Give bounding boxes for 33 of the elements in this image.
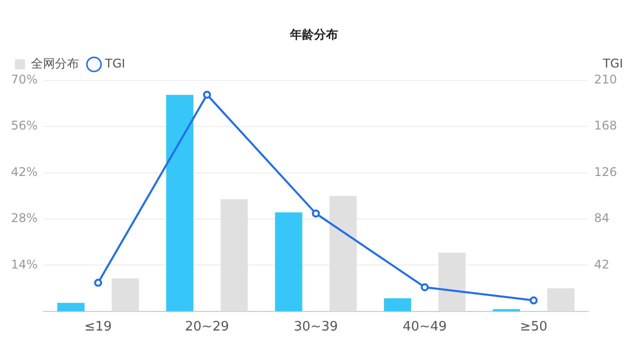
y-tick-label: 42% [11, 164, 38, 179]
bar [438, 252, 466, 312]
x-tick-label: 40~49 [402, 320, 447, 335]
bar [112, 278, 139, 312]
bar [166, 94, 194, 312]
y2-tick-label: 210 [594, 72, 617, 87]
point [420, 283, 429, 292]
chart-title: 年龄分布 [289, 27, 338, 42]
bar [220, 199, 248, 312]
y2-tick-label: 126 [594, 164, 617, 179]
y2-tick-label: 42 [594, 257, 610, 272]
point [530, 296, 538, 304]
bar [384, 298, 412, 312]
bar [57, 302, 85, 312]
y-tick-label: 14% [11, 257, 38, 272]
y2-tick-label: 84 [594, 211, 610, 226]
legend-label: 全网分布 [31, 56, 79, 71]
point [203, 90, 211, 99]
bar [547, 288, 574, 312]
y-tick-label: 28% [11, 211, 38, 226]
y-tick-label: 70% [11, 72, 38, 87]
y2-tick-label: 168 [594, 118, 617, 133]
x-tick-label: ≤19 [84, 320, 112, 335]
bar [275, 212, 302, 312]
x-tick-label: ≥50 [520, 320, 548, 335]
x-tick-label: 20~29 [185, 320, 229, 335]
x-tick-label: 30~39 [294, 320, 338, 335]
point [312, 210, 320, 218]
y2-axis-title: TGI [602, 56, 623, 71]
point [94, 278, 102, 287]
y-tick-label: 56% [11, 118, 38, 133]
legend-label: TGI [104, 56, 126, 71]
bar [329, 196, 357, 312]
